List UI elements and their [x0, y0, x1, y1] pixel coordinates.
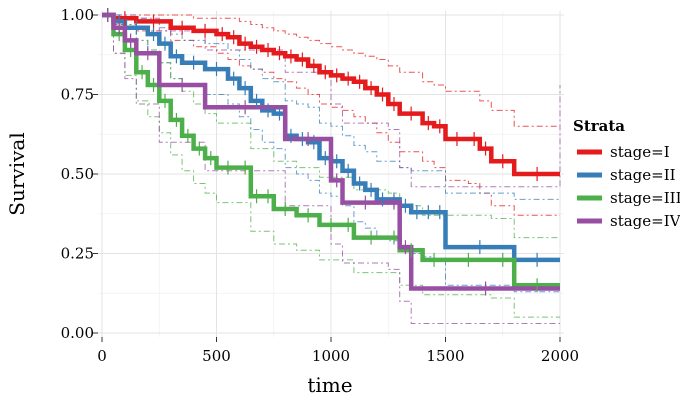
curve-stage-iv: [102, 12, 560, 291]
ci-upper-stage-i: [102, 14, 560, 127]
confidence-bands: [102, 14, 561, 324]
y-tick-label: 0.00: [61, 324, 94, 342]
x-tick-label: 0: [97, 347, 107, 365]
x-tick-label: 500: [202, 347, 231, 365]
legend-label-stage-i: stage=I: [610, 143, 670, 161]
x-tick-label: 2000: [541, 347, 579, 365]
legend: Strata stage=I stage=II stage=III stage=IV: [573, 117, 680, 230]
y-tick-label: 0.50: [61, 165, 94, 183]
legend-label-stage-iv: stage=IV: [610, 212, 680, 230]
y-axis-title: Survival: [5, 132, 29, 215]
legend-title: Strata: [573, 117, 625, 135]
censor-marks: [107, 8, 538, 296]
y-tick-label: 0.25: [61, 245, 94, 263]
x-tick-label: 1500: [426, 347, 464, 365]
x-axis-title: time: [307, 373, 352, 397]
legend-label-stage-iii: stage=III: [610, 189, 680, 207]
y-tick-label: 1.00: [61, 6, 94, 24]
ci-lower-stage-ii: [102, 14, 560, 293]
ci-lower-stage-iii: [102, 14, 560, 318]
axes: 0 500 1000 1500 2000 0.00 0.25 0.50 0.75 1.00: [61, 6, 580, 365]
x-tick-label: 1000: [312, 347, 350, 365]
y-tick-label: 0.75: [61, 86, 94, 104]
curve-stage-i: [102, 12, 560, 177]
legend-label-stage-ii: stage=II: [610, 166, 676, 184]
